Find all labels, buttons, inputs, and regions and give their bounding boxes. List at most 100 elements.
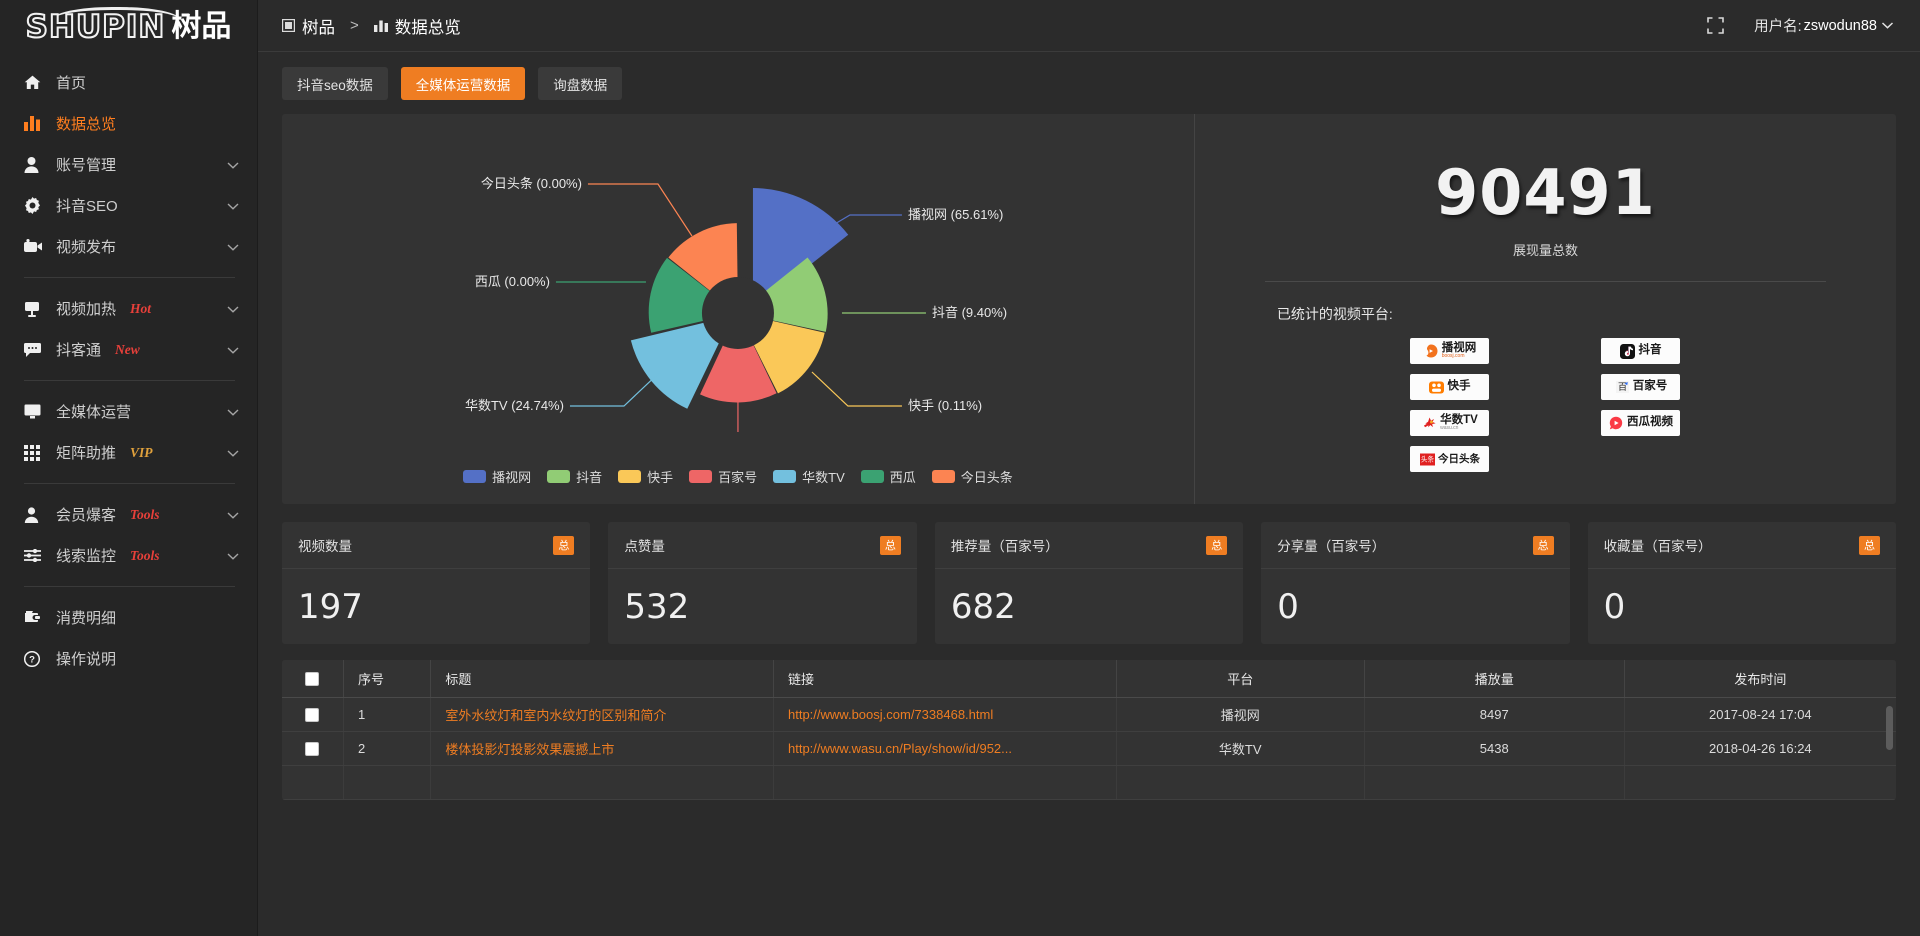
breadcrumb-current[interactable]: 数据总览 — [373, 14, 461, 38]
sidebar-item-douketong[interactable]: 抖客通 New — [0, 329, 257, 370]
table-body: 1 室外水纹灯和室内水纹灯的区别和简介 http://www.boosj.com… — [282, 697, 1896, 800]
brand-logo[interactable]: SHUPIN 树品 — [0, 0, 257, 52]
sidebar-item-member-marketing[interactable]: 会员爆客 Tools — [0, 494, 257, 535]
table-header-title[interactable]: 标题 — [430, 660, 774, 698]
row-plays: 5438 — [1364, 731, 1625, 766]
row-select-cell — [282, 765, 344, 800]
monitor-icon — [24, 403, 44, 421]
row-title-link[interactable]: 室外水纹灯和室内水纹灯的区别和简介 — [430, 697, 774, 732]
tab-douyin-seo-data[interactable]: 抖音seo数据 — [282, 67, 388, 100]
table-header-platform[interactable]: 平台 — [1116, 660, 1365, 698]
table-header-publish-time[interactable]: 发布时间 — [1624, 660, 1896, 698]
table-scrollbar-thumb[interactable] — [1886, 706, 1893, 750]
table-header-link[interactable]: 链接 — [773, 660, 1117, 698]
row-platform: 播视网 — [1116, 697, 1365, 732]
table-row[interactable]: 1 室外水纹灯和室内水纹灯的区别和简介 http://www.boosj.com… — [282, 697, 1896, 732]
platform-chip-name: 华数TV — [1440, 413, 1478, 426]
rose-donut-chart[interactable]: 播视网 (65.61%) 抖音 (9.40%) 快手 (0.11%) 百家号 (… — [282, 114, 1194, 432]
stat-card-value: 682 — [950, 586, 1016, 627]
pie-slice-wasu — [630, 316, 732, 409]
breadcrumb-separator: > — [350, 17, 359, 34]
legend-item-boshiwang[interactable]: 播视网 — [463, 467, 531, 486]
status-badge: 总 — [1859, 535, 1881, 555]
legend-label: 百家号 — [718, 470, 758, 485]
platform-chip-douyin[interactable]: 抖音 — [1601, 338, 1681, 364]
sidebar-item-home[interactable]: 首页 — [0, 62, 257, 103]
legend-label: 华数TV — [802, 470, 845, 485]
row-url-link[interactable]: http://www.wasu.cn/Play/show/id/952... — [773, 731, 1117, 766]
sidebar-item-matrix-boost[interactable]: 矩阵助推 VIP — [0, 432, 257, 473]
row-title-link[interactable]: 楼体投影灯投影效果震撼上市 — [430, 731, 774, 766]
sidebar-item-label: 视频发布 — [56, 239, 117, 256]
logo-text-en: SHUPIN — [25, 8, 166, 45]
row-plays — [1364, 765, 1625, 800]
user-menu[interactable]: 用户名: zswodun88 — [1754, 15, 1894, 36]
chevron-down-icon — [227, 156, 239, 173]
sidebar-item-douyin-seo[interactable]: 抖音SEO — [0, 185, 257, 226]
sidebar-item-account-management[interactable]: 账号管理 — [0, 144, 257, 185]
stat-card-header: 视频数量 总 — [282, 522, 591, 569]
sidebar-item-label: 抖客通 — [56, 342, 102, 359]
sidebar-item-badge: VIP — [130, 444, 153, 460]
table-header-index[interactable]: 序号 — [343, 660, 432, 698]
row-url-link[interactable]: http://www.boosj.com/7338468.html — [773, 697, 1117, 732]
platform-chip-column-1: 播视网 boosj.com 快手 — [1410, 338, 1490, 472]
platform-chip-name: 快手 — [1447, 380, 1471, 393]
row-title-link[interactable] — [430, 765, 774, 800]
sidebar-item-label: 全媒体运营 — [56, 404, 132, 421]
member-icon — [24, 506, 44, 524]
xigua-logo-icon — [1609, 416, 1624, 431]
platform-chip-wasu[interactable]: 华数TV wasu.cn — [1410, 410, 1490, 436]
tab-omnimedia-ops-data[interactable]: 全媒体运营数据 — [400, 67, 526, 100]
legend-item-baijiahao[interactable]: 百家号 — [689, 467, 757, 486]
sidebar-item-lead-monitoring[interactable]: 线索监控 Tools — [0, 535, 257, 576]
row-platform: 华数TV — [1116, 731, 1365, 766]
platform-chip-name: 今日头条 — [1437, 452, 1480, 465]
status-badge: 总 — [879, 535, 901, 555]
legend-item-kuaishou[interactable]: 快手 — [618, 467, 673, 486]
legend-item-xigua[interactable]: 西瓜 — [860, 467, 916, 486]
app-square-icon — [282, 19, 295, 32]
row-select-cell — [282, 731, 344, 766]
toutiao-logo-icon: 头条 — [1419, 452, 1435, 467]
video-list-table: 序号 标题 链接 平台 播放量 发布时间 — [282, 660, 1896, 800]
row-checkbox[interactable] — [305, 741, 320, 756]
row-index: 1 — [343, 697, 432, 732]
breadcrumb-root[interactable]: 树品 — [282, 14, 335, 38]
legend-item-douyin[interactable]: 抖音 — [547, 467, 602, 486]
row-checkbox[interactable] — [305, 707, 320, 722]
sidebar-item-label: 首页 — [56, 75, 87, 92]
sidebar-item-omnimedia-ops[interactable]: 全媒体运营 — [0, 391, 257, 432]
table-header-plays[interactable]: 播放量 — [1364, 660, 1625, 698]
svg-text:头条: 头条 — [1421, 454, 1435, 463]
row-url-link[interactable] — [773, 765, 1117, 800]
sidebar-item-label: 抖音SEO — [56, 198, 118, 215]
legend-item-wasu[interactable]: 华数TV — [773, 467, 845, 486]
boosj-logo-icon — [1424, 344, 1439, 359]
platform-chip-toutiao[interactable]: 头条 今日头条 — [1410, 446, 1490, 472]
sidebar-item-data-overview[interactable]: 数据总览 — [0, 103, 257, 144]
pie-label-kuaishou: 快手 (0.11%) — [908, 398, 982, 413]
user-name: zswodun88 — [1803, 17, 1877, 34]
platform-chip-boshiwang[interactable]: 播视网 boosj.com — [1410, 338, 1490, 364]
platform-chip-kuaishou[interactable]: 快手 — [1410, 374, 1490, 400]
platform-chip-xigua[interactable]: 西瓜视频 — [1601, 410, 1681, 436]
platform-chip-baijiahao[interactable]: 百 百家号 — [1601, 374, 1681, 400]
table-row[interactable] — [282, 765, 1896, 800]
legend-item-toutiao[interactable]: 今日头条 — [931, 467, 1013, 486]
platform-chip-name: 抖音 — [1638, 344, 1662, 357]
topbar: 树品 > 数据总览 用户名: zswodun88 — [258, 0, 1920, 52]
sidebar-item-video-boost[interactable]: 视频加热 Hot — [0, 288, 257, 329]
sidebar-item-video-publish[interactable]: 视频发布 — [0, 226, 257, 267]
table-row[interactable]: 2 楼体投影灯投影效果震撼上市 http://www.wasu.cn/Play/… — [282, 731, 1896, 766]
sidebar-item-consumption-details[interactable]: 消费明细 — [0, 597, 257, 638]
content-area: 播视网 (65.61%) 抖音 (9.40%) 快手 (0.11%) 百家号 (… — [258, 114, 1920, 936]
select-all-checkbox[interactable] — [305, 672, 320, 687]
tab-inquiry-data[interactable]: 询盘数据 — [538, 67, 623, 100]
sidebar-item-user-guide[interactable]: ? 操作说明 — [0, 638, 257, 679]
expand-icon[interactable] — [1707, 17, 1724, 34]
legend-swatch — [689, 470, 713, 483]
stat-card-video-count: 视频数量 总 197 — [282, 522, 591, 644]
stat-card-shares: 分享量（百家号） 总 0 — [1261, 522, 1570, 644]
sidebar-divider — [24, 380, 235, 381]
